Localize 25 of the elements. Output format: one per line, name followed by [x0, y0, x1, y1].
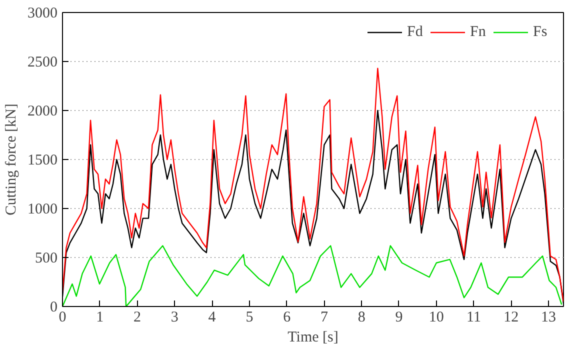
x-tick-label: 13 — [541, 310, 556, 326]
y-tick-label: 2500 — [28, 54, 58, 70]
x-tick-label: 1 — [96, 310, 104, 326]
x-tick-label: 11 — [466, 310, 481, 326]
y-tick-label: 1500 — [28, 152, 58, 168]
x-tick-label: 9 — [395, 310, 403, 326]
x-tick-label: 8 — [358, 310, 366, 326]
x-tick-label: 5 — [246, 310, 254, 326]
legend-label: Fn — [470, 24, 487, 40]
x-tick-label: 6 — [283, 310, 292, 326]
x-tick-label: 10 — [428, 310, 444, 326]
y-tick-label: 2000 — [28, 104, 58, 120]
x-tick-label: 4 — [208, 310, 216, 326]
x-tick-label: 7 — [320, 310, 328, 326]
y-tick-label: 3000 — [28, 6, 58, 22]
legend-label: Fs — [533, 24, 548, 40]
x-tick-label: 3 — [170, 310, 178, 326]
y-axis-title: Cutting force [kN] — [4, 104, 20, 216]
y-tick-label: 500 — [35, 250, 58, 266]
y-tick-label: 0 — [50, 300, 58, 316]
x-tick-label: 2 — [134, 310, 142, 326]
y-tick-label: 1000 — [28, 202, 58, 218]
x-tick-label: 12 — [504, 310, 519, 326]
x-axis-title: Time [s] — [288, 330, 338, 346]
legend-label: Fd — [407, 24, 424, 40]
